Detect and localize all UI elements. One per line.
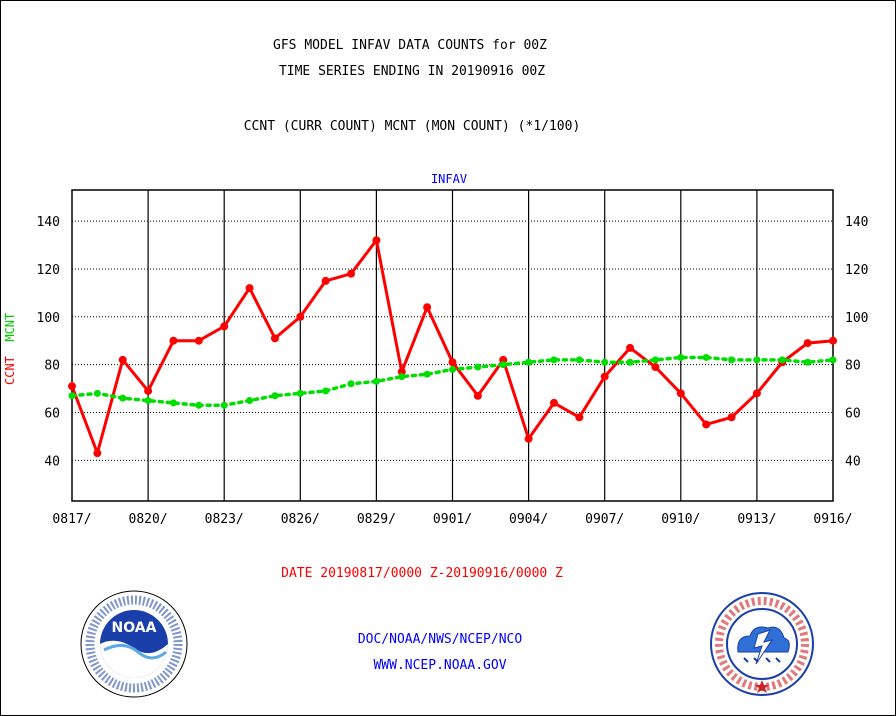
- data-point-mcnt: [677, 353, 685, 361]
- data-point-ccnt: [118, 355, 127, 364]
- y-tick-label-right: 40: [845, 454, 861, 469]
- y-tick-label-right: 60: [845, 406, 861, 421]
- data-point-mcnt: [499, 361, 507, 369]
- data-point-mcnt: [195, 401, 203, 409]
- data-point-ccnt: [347, 269, 356, 278]
- data-point-mcnt: [601, 358, 609, 366]
- y-tick-label-left: 120: [37, 263, 60, 278]
- credit-line-1: DOC/NOAA/NWS/NCEP/NCO: [357, 632, 523, 647]
- data-point-ccnt: [321, 276, 330, 285]
- data-point-ccnt: [524, 434, 533, 443]
- panel-label: INFAV: [430, 172, 468, 186]
- data-point-ccnt: [600, 372, 609, 381]
- data-point-ccnt: [803, 339, 812, 348]
- data-point-mcnt: [246, 397, 254, 405]
- y-tick-label-left: 40: [44, 454, 60, 469]
- data-point-ccnt: [169, 336, 178, 345]
- y-tick-label-right: 80: [845, 359, 861, 374]
- data-point-mcnt: [398, 373, 406, 381]
- y-tick-label-right: 100: [845, 311, 868, 326]
- x-tick-label: 0907/: [585, 512, 624, 527]
- data-point-mcnt: [296, 389, 304, 397]
- data-point-mcnt: [651, 356, 659, 364]
- data-point-mcnt: [347, 380, 355, 388]
- data-point-ccnt: [473, 391, 482, 400]
- x-tick-label: 0901/: [433, 512, 472, 527]
- x-tick-label: 0817/: [52, 512, 91, 527]
- data-point-ccnt: [676, 389, 685, 398]
- credit-line-2: WWW.NCEP.NOAA.GOV: [373, 658, 507, 673]
- data-point-ccnt: [194, 336, 203, 345]
- data-point-ccnt: [220, 322, 229, 331]
- data-point-mcnt: [829, 356, 837, 364]
- chart-title: GFS MODEL INFAV DATA COUNTS for 00Z: [273, 38, 547, 53]
- data-point-mcnt: [93, 389, 101, 397]
- data-point-mcnt: [220, 401, 228, 409]
- data-point-mcnt: [119, 394, 127, 402]
- data-point-mcnt: [372, 377, 380, 385]
- y-tick-label-right: 140: [845, 215, 868, 230]
- nws-logo-icon: [710, 592, 814, 696]
- data-point-ccnt: [651, 363, 660, 372]
- data-point-ccnt: [296, 312, 305, 321]
- data-point-mcnt: [423, 370, 431, 378]
- data-point-ccnt: [752, 389, 761, 398]
- data-point-mcnt: [753, 356, 761, 364]
- data-point-mcnt: [575, 356, 583, 364]
- data-point-ccnt: [93, 449, 102, 458]
- data-point-mcnt: [525, 358, 533, 366]
- chart-subtitle: CCNT (CURR COUNT) MCNT (MON COUNT) (*1/1…: [243, 119, 581, 134]
- data-point-ccnt: [626, 343, 635, 352]
- data-point-ccnt: [245, 284, 254, 293]
- data-point-ccnt: [575, 413, 584, 422]
- noaa-logo-text: NOAA: [112, 620, 157, 636]
- noaa-logo-icon: NOAA: [80, 590, 188, 698]
- x-tick-label: 0826/: [281, 512, 320, 527]
- data-point-ccnt: [372, 236, 381, 245]
- data-point-ccnt: [448, 358, 457, 367]
- data-point-mcnt: [550, 356, 558, 364]
- y-tick-label-left: 60: [44, 406, 60, 421]
- date-range-label: DATE 20190817/0000 Z-20190916/0000 Z: [281, 566, 563, 581]
- data-point-mcnt: [169, 399, 177, 407]
- x-tick-label: 0829/: [357, 512, 396, 527]
- x-tick-label: 0916/: [813, 512, 852, 527]
- y-tick-label-left: 140: [37, 215, 60, 230]
- data-point-ccnt: [702, 420, 711, 429]
- data-point-mcnt: [144, 397, 152, 405]
- data-point-mcnt: [449, 365, 456, 373]
- data-point-mcnt: [626, 358, 634, 366]
- x-tick-label: 0913/: [737, 512, 776, 527]
- chart-title-line2: TIME SERIES ENDING IN 20190916 00Z: [278, 64, 546, 79]
- data-point-ccnt: [270, 334, 279, 343]
- x-tick-label: 0910/: [661, 512, 700, 527]
- data-point-ccnt: [144, 386, 153, 395]
- data-point-mcnt: [728, 356, 736, 364]
- y-tick-label-left: 100: [37, 311, 60, 326]
- x-tick-label: 0820/: [129, 512, 168, 527]
- y-tick-label-right: 120: [845, 263, 868, 278]
- x-tick-label: 0904/: [509, 512, 548, 527]
- data-point-mcnt: [778, 356, 786, 364]
- y-tick-label-left: 80: [44, 359, 60, 374]
- data-point-ccnt: [549, 398, 558, 407]
- data-point-mcnt: [322, 387, 330, 395]
- data-point-mcnt: [702, 353, 710, 361]
- data-point-mcnt: [804, 358, 812, 366]
- data-point-ccnt: [68, 382, 76, 391]
- data-point-mcnt: [474, 363, 482, 371]
- data-point-ccnt: [423, 303, 432, 312]
- data-point-mcnt: [271, 392, 279, 400]
- data-point-ccnt: [727, 413, 736, 422]
- x-tick-label: 0823/: [205, 512, 244, 527]
- data-point-ccnt: [829, 336, 837, 345]
- data-point-mcnt: [68, 392, 76, 400]
